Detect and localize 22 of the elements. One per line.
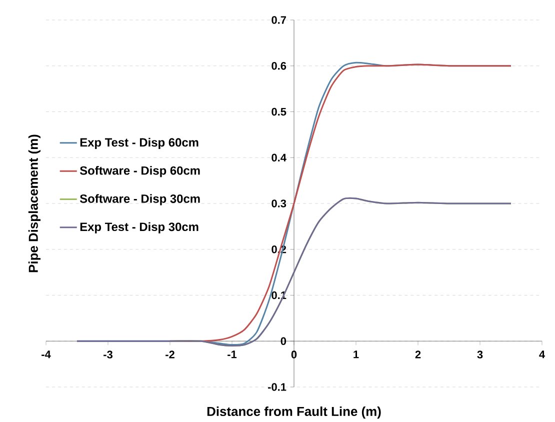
legend-label: Software - Disp 30cm <box>80 194 200 206</box>
y-tick-label: 0.6 <box>272 62 286 70</box>
x-tick-label: -2 <box>166 350 174 358</box>
x-tick-label: 1 <box>354 350 359 358</box>
y-tick-label: 0.4 <box>272 154 286 162</box>
x-axis-title: Distance from Fault Line (m) <box>207 406 381 419</box>
x-tick-label: 0 <box>291 350 297 358</box>
x-tick-label: -4 <box>42 350 51 358</box>
y-axis-title: Pipe Displacement (m) <box>28 134 40 272</box>
y-tick-label: -0.1 <box>268 383 286 391</box>
x-tick-label: 2 <box>415 350 421 358</box>
x-tick-label: -3 <box>104 350 112 358</box>
x-tick-label: -1 <box>228 350 237 358</box>
legend-label: Software - Disp 60cm <box>80 166 200 178</box>
x-tick-label: 4 <box>539 350 545 358</box>
legend-label: Exp Test - Disp 30cm <box>80 222 198 234</box>
y-tick-label: 0.5 <box>272 108 286 116</box>
y-tick-label: 0.7 <box>272 16 286 24</box>
y-tick-label: 0 <box>280 337 286 346</box>
y-tick-label: 0.3 <box>272 200 286 208</box>
legend-label: Exp Test - Disp 60cm <box>80 138 198 150</box>
x-tick-label: 3 <box>477 350 483 358</box>
